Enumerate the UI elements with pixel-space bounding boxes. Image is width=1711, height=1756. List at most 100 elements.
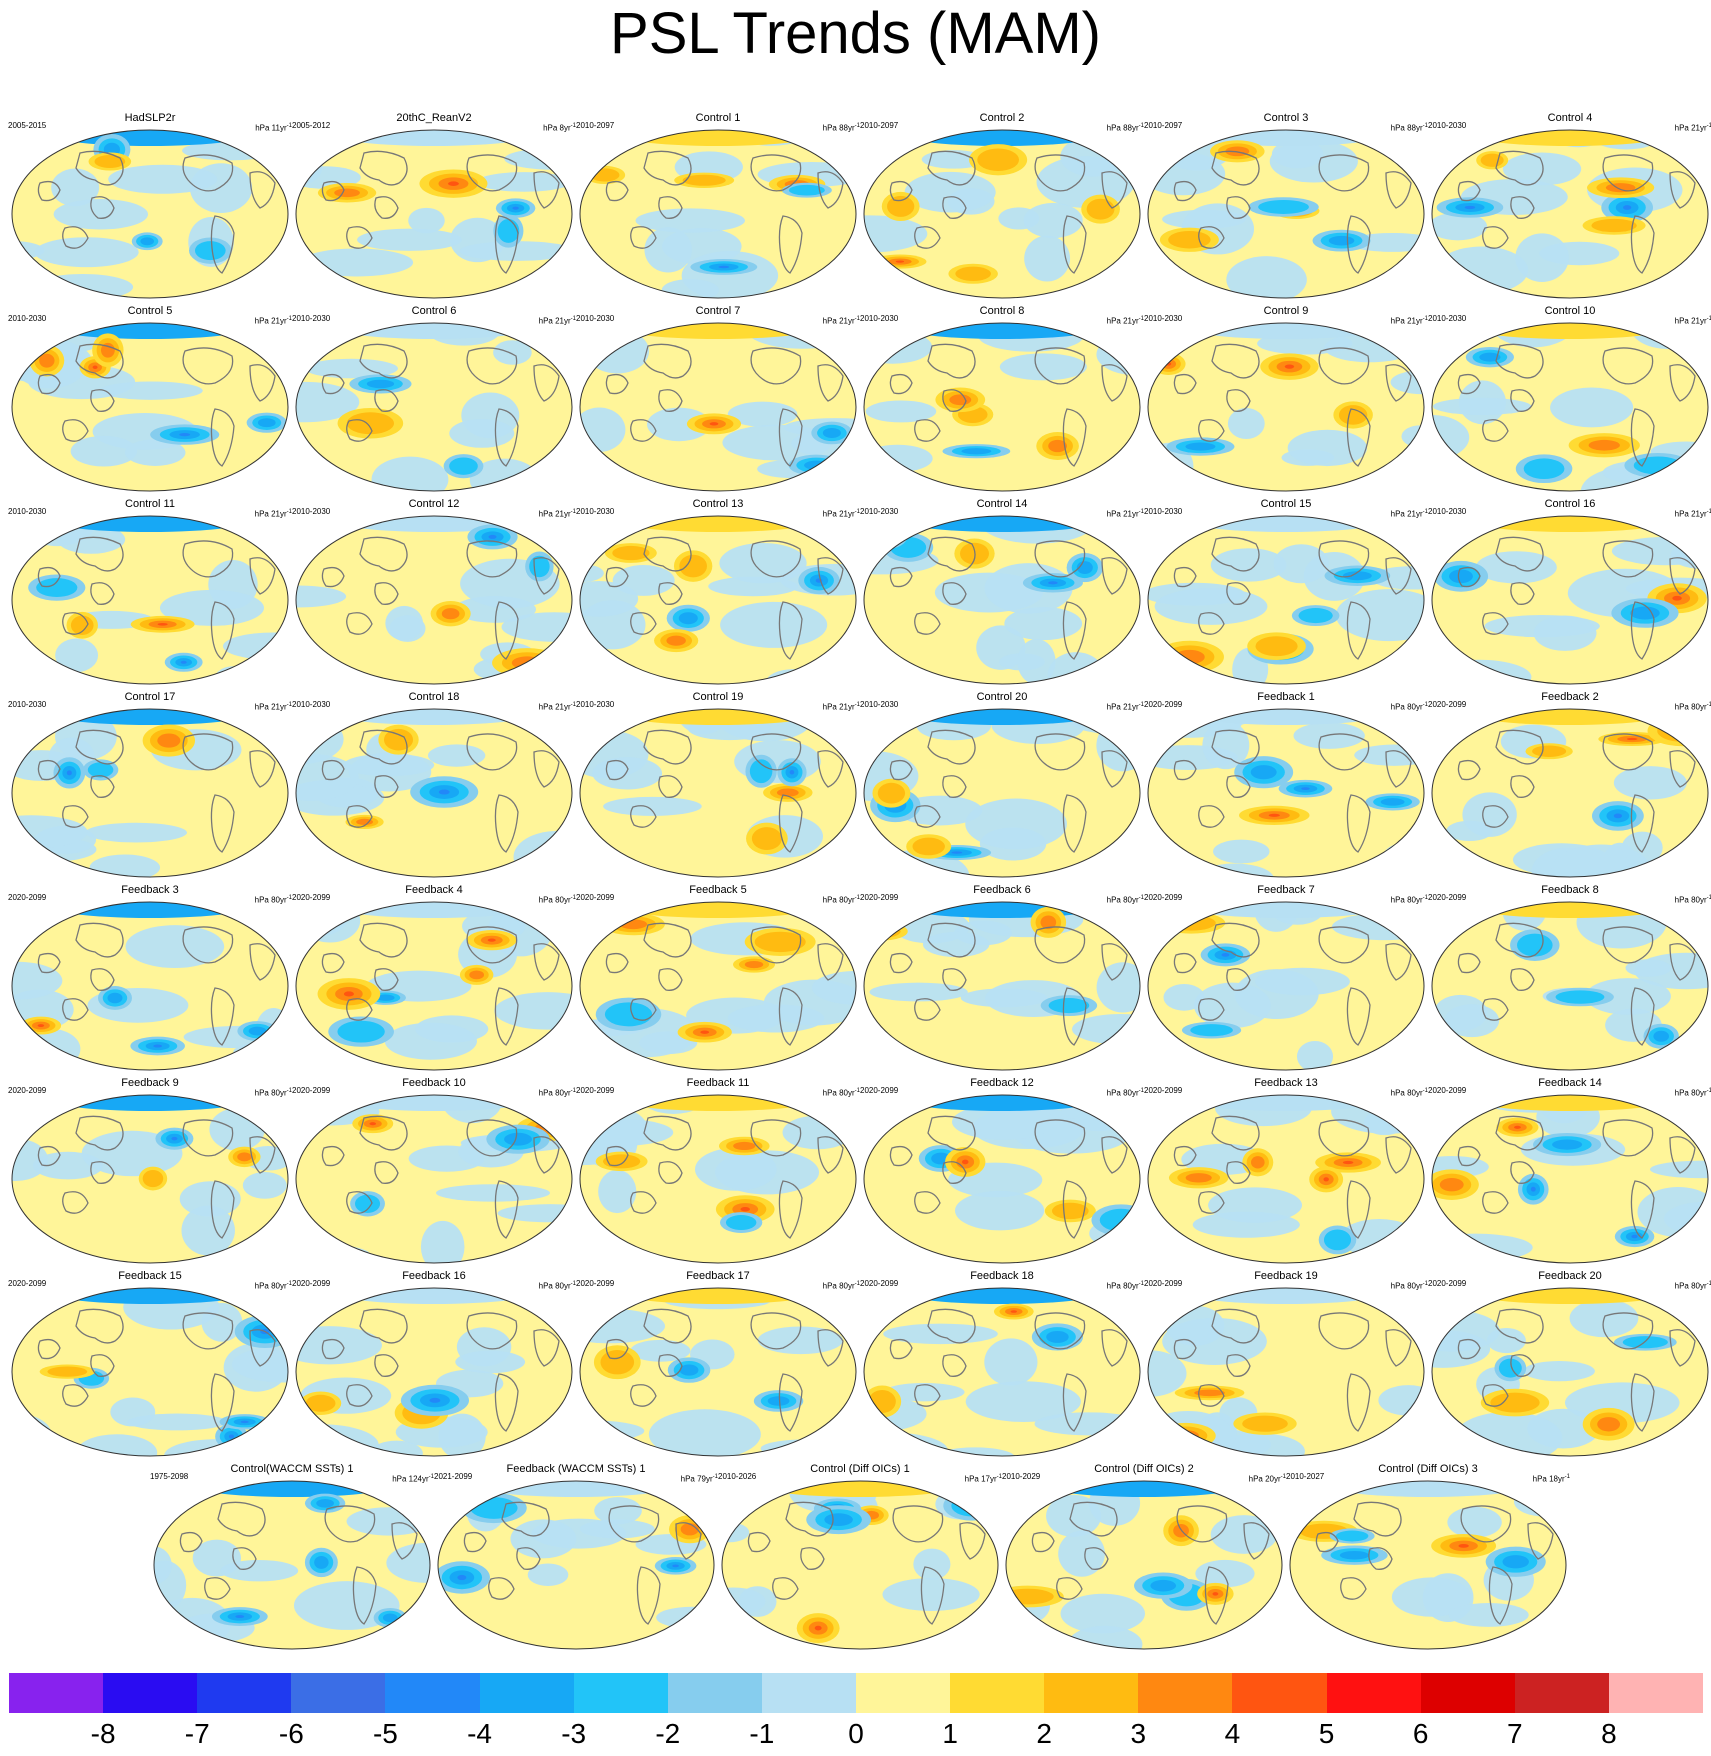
panel-units: hPa 80yr-1 [1390, 1088, 1428, 1098]
panel-period: 2010-2027 [1286, 1472, 1325, 1481]
panel-units: hPa 80yr-1 [1390, 895, 1428, 905]
map-field [579, 1094, 857, 1264]
map-panel: Feedback 7 2020-2099 hPa 80yr-1 [1144, 884, 1428, 1074]
map-field [1147, 322, 1425, 492]
panel-period: 2010-2097 [860, 121, 899, 130]
panel-units: hPa 80yr-1 [1674, 702, 1711, 712]
panel-units: hPa 88yr-1 [822, 123, 860, 133]
map-panel: Control 2 2010-2097 hPa 88yr-1 [860, 112, 1144, 302]
map-field [579, 1287, 857, 1457]
panel-title: Feedback 13 [1254, 1077, 1318, 1089]
panel-units: hPa 21yr-1 [822, 316, 860, 326]
map-panel: Feedback 11 2020-2099 hPa 80yr-1 [576, 1077, 860, 1267]
panel-period: 2020-2099 [8, 1279, 47, 1288]
panel-units: hPa 80yr-1 [1390, 1281, 1428, 1291]
panel-period: 2010-2030 [8, 700, 47, 709]
colorbar-tick-label: -5 [372, 1718, 398, 1749]
panel-title: Control 20 [976, 691, 1028, 703]
panel-units: hPa 80yr-1 [1106, 1088, 1144, 1098]
panel-period: 2010-2097 [576, 121, 615, 130]
map-field [11, 901, 289, 1071]
panel-title: Feedback 19 [1254, 1270, 1318, 1282]
colorbar-segment [1608, 1673, 1704, 1713]
map-panel: Control(WACCM SSTs) 1 1975-2098 hPa 124yr-… [150, 1463, 434, 1653]
panel-period: 2020-2099 [1428, 700, 1467, 709]
colorbar-segment [1044, 1673, 1139, 1713]
panel-period: 2005-2012 [292, 121, 331, 130]
panel-title: Control 13 [692, 498, 744, 510]
map-panel: Feedback 19 2020-2099 hPa 80yr-1 [1144, 1270, 1428, 1460]
panel-period: 1975-2098 [150, 1472, 189, 1481]
panel-title: Feedback 18 [970, 1270, 1034, 1282]
map-panel: Control 4 2010-2030 hPa 21yr-1 [1428, 112, 1711, 302]
map-field [579, 515, 857, 685]
panel-units: hPa 88yr-1 [1106, 123, 1144, 133]
map-panel: Control 15 2010-2030 hPa 21yr-1 [1144, 498, 1428, 688]
panel-title: Feedback 6 [973, 884, 1031, 896]
colorbar-tick-label: 3 [1130, 1718, 1147, 1749]
colorbar-tick-label: -8 [90, 1718, 116, 1749]
map-panel: Control 3 2010-2097 hPa 88yr-1 [1144, 112, 1428, 302]
colorbar-tick-label: 8 [1601, 1718, 1617, 1749]
panel-title: Control 6 [411, 305, 457, 317]
panel-units: hPa 80yr-1 [822, 895, 860, 905]
panel-period: 2020-2099 [1428, 1279, 1467, 1288]
panel-period: 2020-2099 [292, 893, 331, 902]
panel-title: Feedback 15 [118, 1270, 182, 1282]
panel-units: hPa 21yr-1 [1390, 509, 1428, 519]
map-panel: Control 12 2010-2030 hPa 21yr-1 [292, 498, 576, 688]
panel-title: Feedback 4 [405, 884, 463, 896]
map-field [1147, 129, 1425, 299]
map-panel: Control 13 2010-2030 hPa 21yr-1 [576, 498, 860, 688]
panel-period: 2010-2030 [1144, 507, 1183, 516]
panel-title: Feedback 2 [1541, 691, 1599, 703]
map-panel: Control 19 2010-2030 hPa 21yr-1 [576, 691, 860, 881]
panel-title: Control 9 [1263, 305, 1309, 317]
colorbar-tick-label: 5 [1318, 1718, 1335, 1749]
map-field [1005, 1480, 1283, 1650]
panel-units: hPa 80yr-1 [1106, 1281, 1144, 1291]
panel-title: Feedback 11 [686, 1077, 750, 1089]
colorbar-segment [950, 1673, 1045, 1713]
colorbar-tick-label: 6 [1412, 1718, 1429, 1749]
map-panel: HadSLP2r 2005-2015 hPa 11yr-1 [8, 112, 292, 302]
panel-period: 2010-2097 [1144, 121, 1183, 130]
panel-period: 2010-2030 [1428, 314, 1467, 323]
panel-title: Control (Diff OICs) 1 [810, 1463, 910, 1475]
panel-units: hPa 11yr-1 [255, 123, 292, 133]
panel-units: hPa 21yr-1 [538, 509, 576, 519]
colorbar-segment [573, 1673, 669, 1713]
panel-title: Control 5 [127, 305, 173, 317]
map-field [863, 515, 1141, 685]
panel-period: 2010-2030 [860, 314, 899, 323]
colorbar-segment [9, 1673, 104, 1713]
map-field [579, 322, 857, 492]
panel-period: 2010-2030 [292, 507, 331, 516]
map-field [579, 708, 857, 878]
map-panel: Control 17 2010-2030 hPa 21yr-1 [8, 691, 292, 881]
map-field [1431, 708, 1709, 878]
panel-title: Control 11 [125, 498, 175, 510]
map-panel: Control 9 2010-2030 hPa 21yr-1 [1144, 305, 1428, 495]
panel-units: hPa 21yr-1 [1674, 316, 1711, 326]
panel-title: Feedback 7 [1257, 884, 1315, 896]
panel-period: 2020-2099 [576, 1086, 615, 1095]
colorbar-segment [479, 1673, 575, 1713]
panel-period: 2020-2099 [8, 1086, 47, 1095]
map-field [863, 708, 1141, 878]
map-field [1431, 901, 1709, 1071]
panel-title: Control 1 [695, 112, 741, 124]
map-panel: Control 18 2010-2030 hPa 21yr-1 [292, 691, 576, 881]
panel-period: 2020-2099 [576, 893, 615, 902]
map-panel: Feedback 3 2020-2099 hPa 80yr-1 [8, 884, 292, 1074]
panel-period: 2010-2030 [292, 700, 331, 709]
colorbar-tick-label: 0 [848, 1718, 864, 1749]
panel-period: 2020-2099 [8, 893, 47, 902]
panel-units: hPa 21yr-1 [822, 702, 860, 712]
map-panel: Control 11 2010-2030 hPa 21yr-1 [8, 498, 292, 688]
panel-units: hPa 80yr-1 [538, 1088, 576, 1098]
panel-units: hPa 8yr-1 [543, 123, 576, 133]
map-field [863, 1287, 1141, 1457]
colorbar-tick-label: 7 [1506, 1718, 1523, 1749]
colorbar-tick-label: -7 [184, 1718, 210, 1749]
